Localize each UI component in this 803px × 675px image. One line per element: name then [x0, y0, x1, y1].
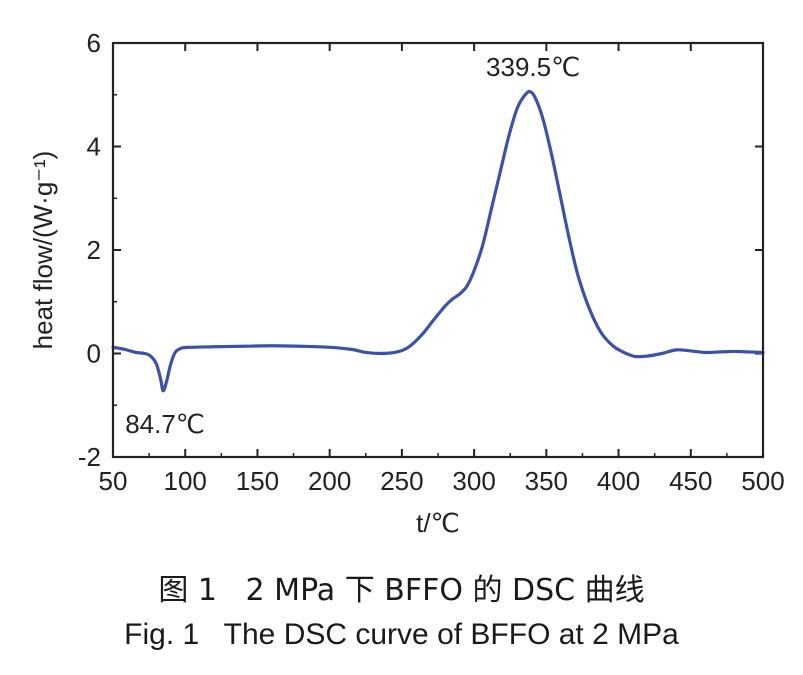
y-tick-label: 4 — [87, 132, 101, 162]
x-tick-label: 200 — [308, 466, 351, 496]
plot-frame — [111, 41, 765, 459]
y-axis-title: heat flow/(W·g⁻¹) — [28, 151, 58, 350]
figure-caption-chinese: 图 1 2 MPa 下 BFFO 的 DSC 曲线 — [158, 573, 645, 608]
peak-annotation: 84.7℃ — [125, 409, 205, 439]
peak-annotation: 339.5℃ — [486, 52, 580, 82]
y-axis-ticks: -2 0 2 4 6 — [78, 28, 763, 472]
dsc-series-line — [111, 89, 765, 393]
x-axis-ticks: 50 100 150 200 250 300 350 400 450 500 — [99, 43, 785, 496]
x-tick-label: 350 — [525, 466, 568, 496]
x-tick-label: 150 — [236, 466, 279, 496]
x-tick-label: 450 — [669, 466, 712, 496]
y-tick-label: 6 — [87, 28, 101, 58]
x-tick-label: 300 — [452, 466, 495, 496]
figure-caption-english: Fig. 1 The DSC curve of BFFO at 2 MPa — [124, 618, 679, 651]
y-tick-label: -2 — [78, 442, 101, 472]
x-tick-label: 100 — [164, 466, 207, 496]
x-tick-label: 500 — [741, 466, 784, 496]
x-tick-label: 50 — [99, 466, 128, 496]
annotations: 339.5℃ 84.7℃ — [125, 52, 580, 439]
y-tick-label: 0 — [87, 339, 101, 369]
x-tick-label: 400 — [597, 466, 640, 496]
dsc-chart: -2 0 2 4 6 50 100 150 200 250 300 350 400 450 500 339… — [28, 28, 785, 538]
x-axis-title: t/℃ — [416, 508, 460, 538]
chart-svg: -2 0 2 4 6 50 100 150 200 250 300 350 400 450 500 339… — [28, 28, 785, 538]
x-tick-label: 250 — [380, 466, 423, 496]
y-tick-label: 2 — [87, 235, 101, 265]
